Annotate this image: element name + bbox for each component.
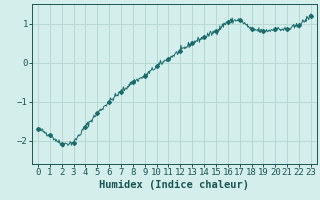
- X-axis label: Humidex (Indice chaleur): Humidex (Indice chaleur): [100, 180, 249, 190]
